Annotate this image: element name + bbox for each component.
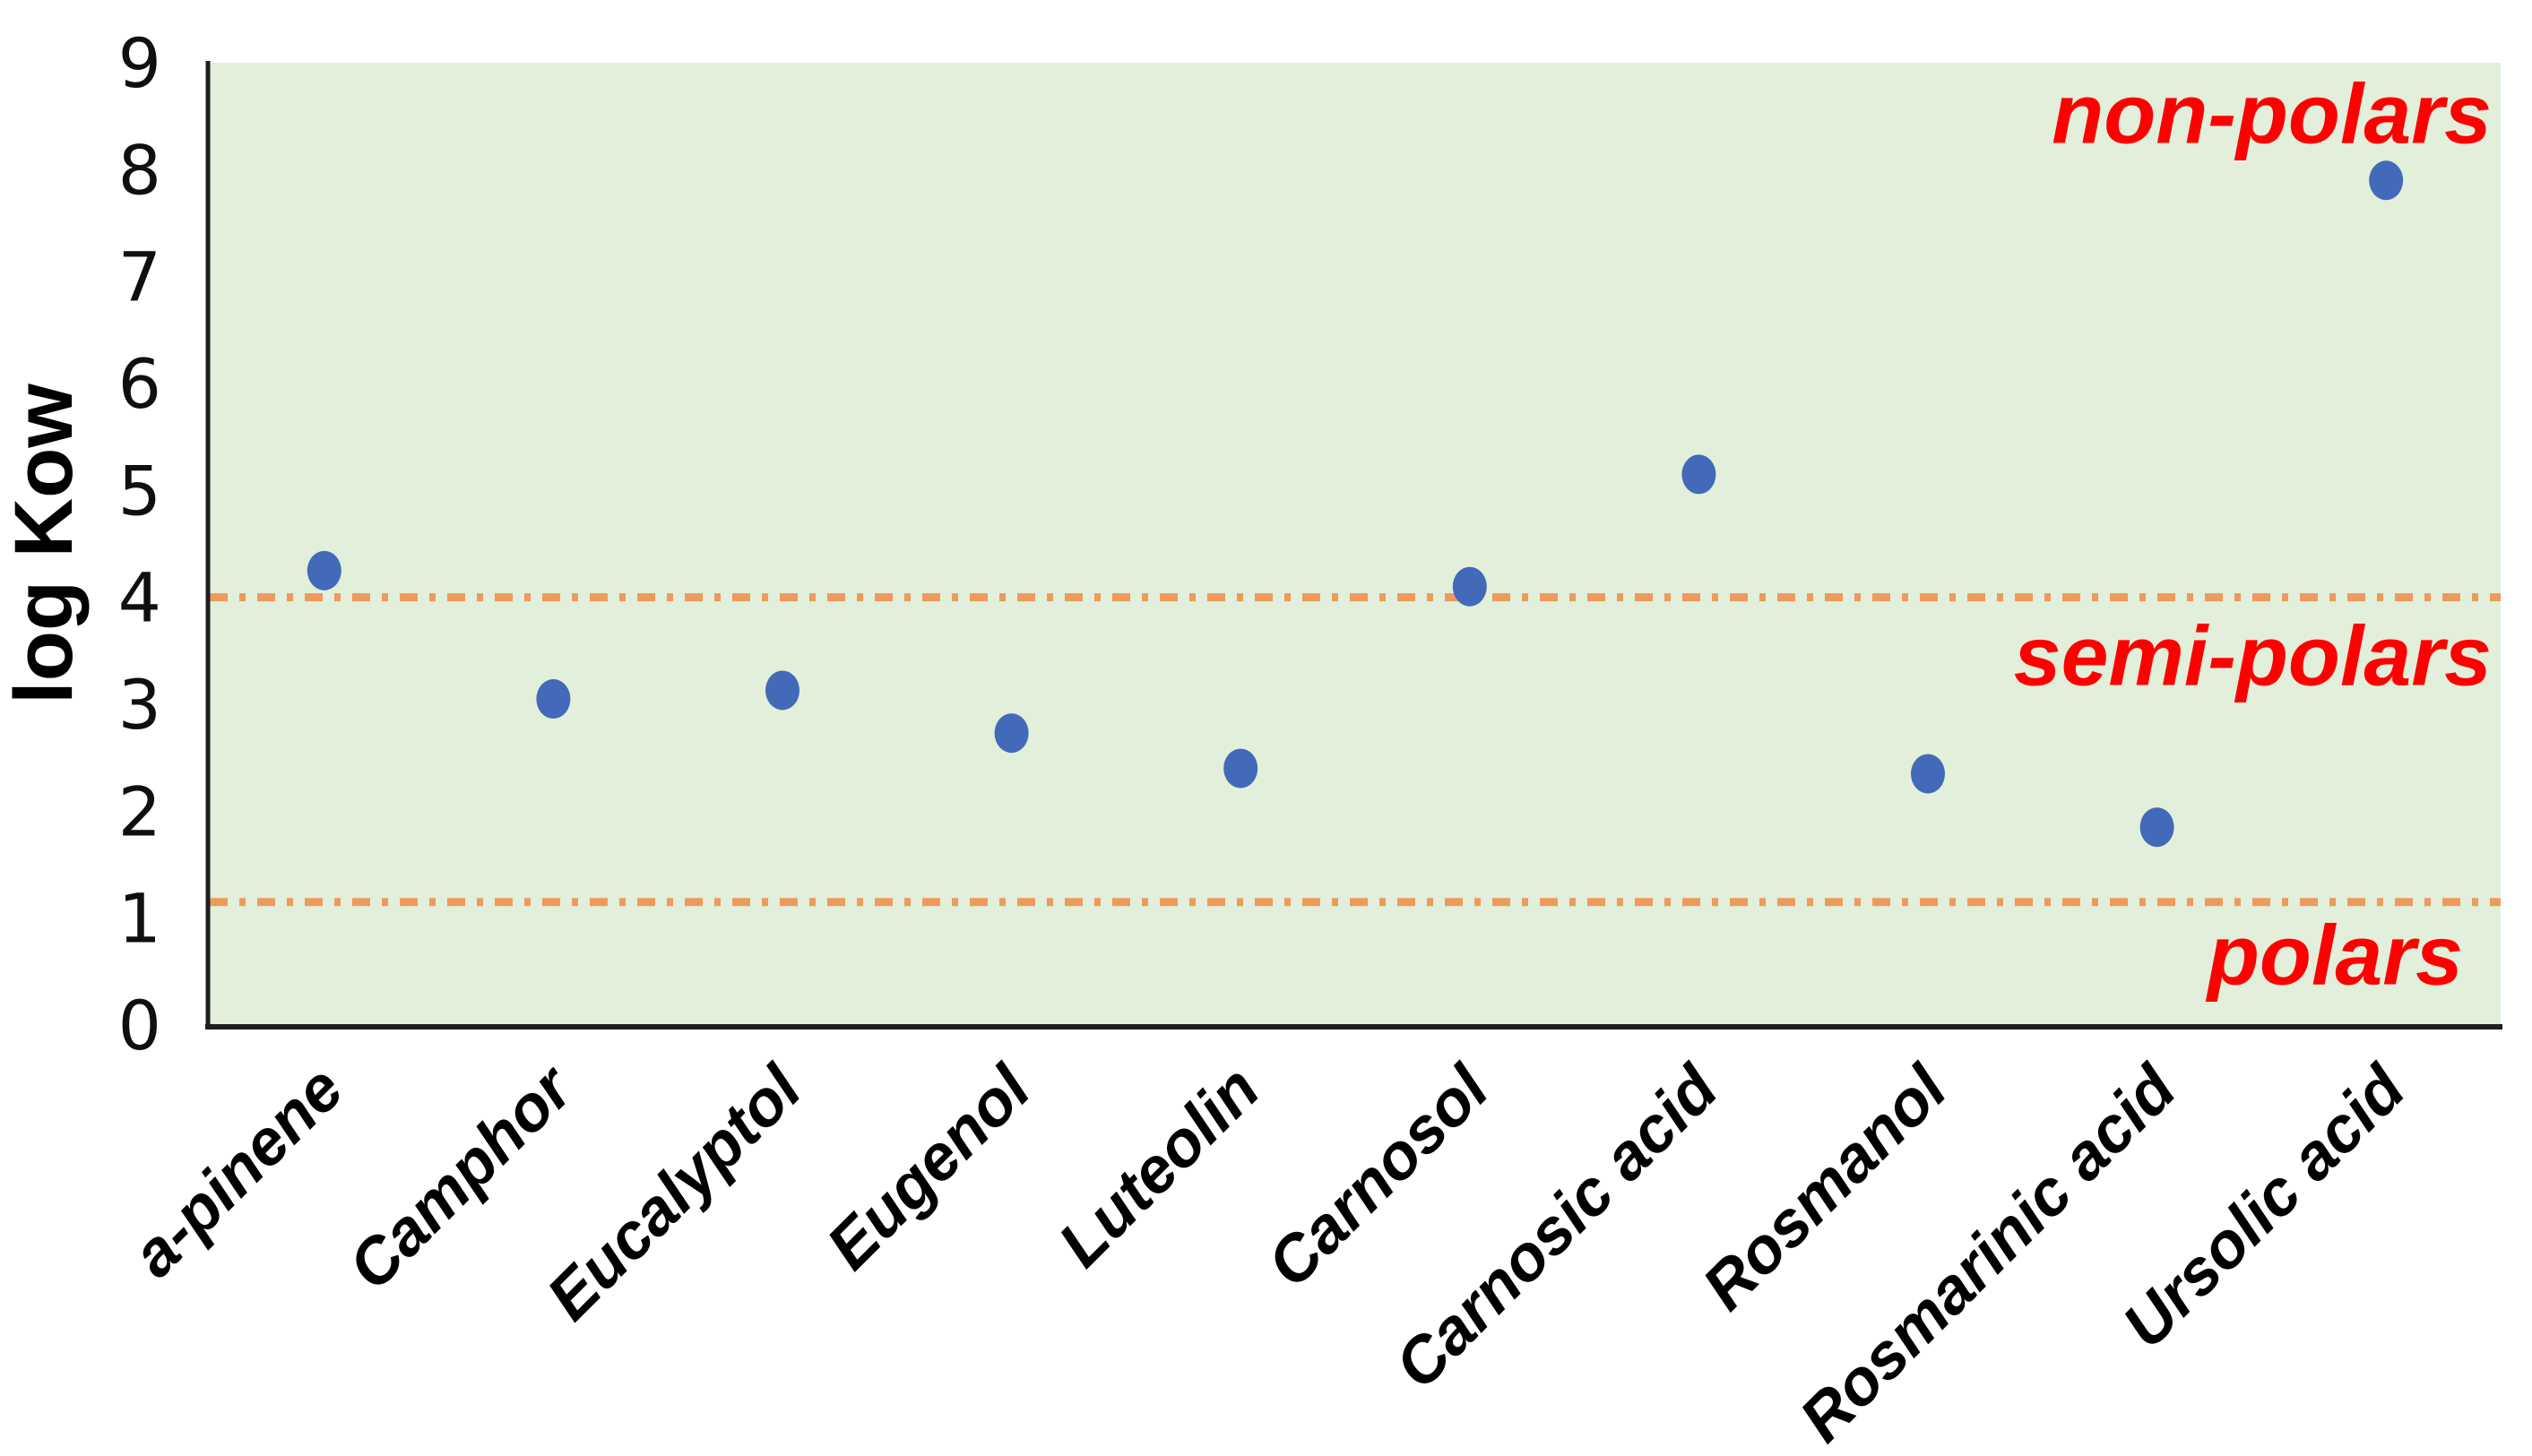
polarity-region-labels: non-polars semi-polars polars (2014, 67, 2492, 1004)
y-tick-label: 9 (118, 23, 161, 103)
data-point-carnosol (1452, 566, 1487, 607)
x-category-label: Carnosol (1254, 1051, 1504, 1301)
region-label-polars: polars (2205, 909, 2463, 1004)
data-point-eugenol (994, 713, 1029, 754)
data-point-carnosic-acid (1681, 454, 1716, 495)
y-tick-label: 4 (118, 558, 161, 638)
plot-background (210, 63, 2501, 1025)
y-tick-label: 0 (118, 986, 161, 1065)
x-category-label: Eugenol (814, 1051, 1046, 1283)
region-label-non-polars: non-polars (2052, 67, 2492, 162)
y-tick-label: 3 (118, 665, 161, 745)
data-point-rosmarinic-acid (2139, 807, 2174, 848)
x-category-label: a-pinene (118, 1053, 357, 1291)
data-point-eucalyptol (765, 670, 799, 711)
x-category-label: Rosmarinic acid (1786, 1051, 2191, 1455)
y-axis-tick-labels: 0 1 2 3 4 5 6 7 8 9 (118, 23, 161, 1065)
x-category-label: Luteolin (1045, 1053, 1274, 1281)
y-tick-label: 7 (118, 237, 161, 317)
data-points-group (307, 160, 2404, 848)
threshold-lines-group (210, 593, 2501, 907)
data-point-camphor (536, 679, 571, 719)
y-tick-label: 6 (118, 344, 161, 424)
y-tick-label: 1 (118, 879, 161, 959)
y-tick-label: 5 (118, 451, 161, 530)
y-tick-label: 2 (118, 771, 161, 851)
data-point-luteolin (1223, 748, 1258, 788)
y-axis-title: log Kow (0, 383, 90, 704)
region-label-semi-polars: semi-polars (2014, 609, 2492, 704)
data-point-a-pinene (307, 550, 341, 590)
y-tick-label: 8 (118, 130, 161, 210)
data-point-rosmanol (1911, 754, 1945, 794)
data-point-ursolic-acid (2369, 160, 2404, 201)
